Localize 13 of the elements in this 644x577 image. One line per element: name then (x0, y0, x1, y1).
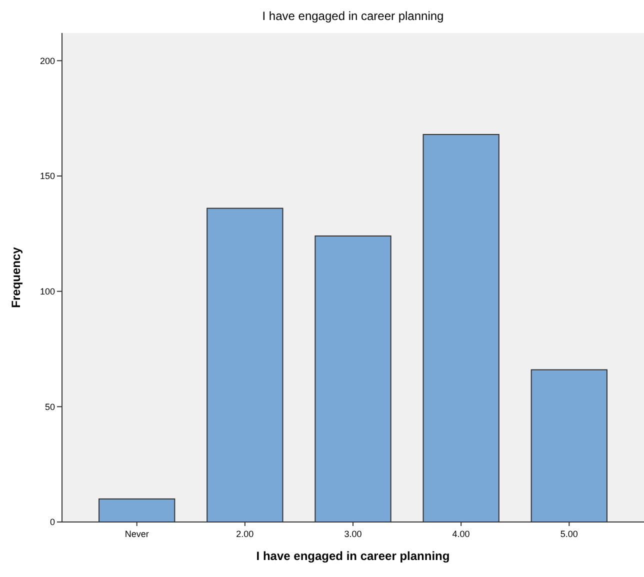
chart-title: I have engaged in career planning (262, 9, 444, 23)
x-tick-label: 3.00 (344, 529, 362, 539)
y-tick-label: 150 (40, 171, 55, 182)
x-tick-label: 2.00 (236, 529, 254, 539)
x-tick-label: 4.00 (452, 529, 470, 539)
y-tick-label: 0 (50, 517, 55, 528)
y-tick-label: 50 (44, 402, 55, 412)
y-tick-label: 100 (40, 286, 55, 296)
x-tick-label: Never (124, 529, 149, 539)
y-axis-title: Frequency (9, 246, 23, 308)
x-axis-title: I have engaged in career planning (256, 549, 450, 563)
y-tick-label: 200 (40, 56, 55, 66)
x-tick-label: 5.00 (560, 529, 578, 539)
